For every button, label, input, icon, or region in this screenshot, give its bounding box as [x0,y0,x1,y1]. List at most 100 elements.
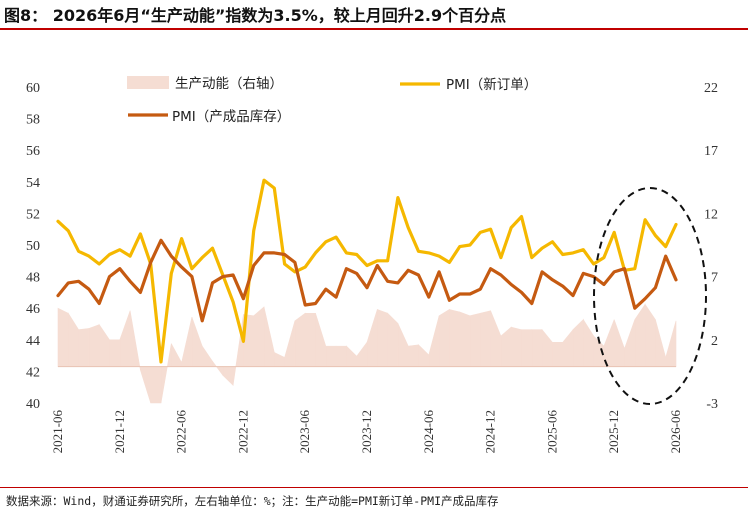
area-segment [335,345,347,367]
area-segment [140,366,151,404]
area-segment [397,323,409,367]
area-segment [129,310,141,371]
x-tick-label: 2021-12 [112,410,127,453]
area-segment [624,319,636,367]
area-segment [253,306,265,367]
production-momentum-area-layer [57,303,677,404]
right-tick-label: 17 [704,144,718,159]
right-tick-label: 2 [711,334,718,349]
area-segment [665,320,677,367]
area-segment [387,312,399,367]
right-axis-ticks: -3 2 7 12 17 22 [704,81,718,412]
area-segment [57,307,69,367]
area-segment [222,366,234,387]
left-tick-label: 46 [26,302,40,317]
area-segment [304,312,316,367]
left-tick-label: 58 [26,113,40,128]
x-tick-label: 2023-06 [297,410,312,454]
x-tick-label: 2025-12 [606,410,621,453]
legend: 生产动能（右轴） PMI（新订单） PMI（产成品库存） [127,76,537,125]
area-segment [531,329,543,367]
area-segment [376,309,388,367]
left-tick-label: 42 [26,365,40,380]
left-tick-label: 40 [26,397,40,412]
x-tick-label: 2022-06 [174,410,189,454]
right-tick-label: 7 [711,271,718,286]
area-segment [346,345,358,367]
left-tick-label: 56 [26,144,40,159]
source-note: 数据来源：Wind，财通证券研究所，左右轴单位：%；注：生产动能=PMI新订单-… [6,494,499,508]
legend-inventory-label: PMI（产成品库存） [172,109,290,125]
area-segment [418,344,430,367]
left-tick-label: 54 [26,176,40,191]
area-segment [634,303,646,367]
area-segment [449,309,461,367]
area-segment [469,312,481,367]
highlight-ellipse [593,187,707,405]
area-segment [644,303,656,367]
area-segment [428,315,440,367]
area-segment [191,316,203,367]
page-title: 图8： 2026年6月“生产动能”指数为3.5%，较上月回升2.9个百分点 [4,6,507,25]
pmi-lines-layer [56,178,678,364]
area-segment [541,328,553,367]
right-tick-label: -3 [706,397,718,412]
area-segment [201,345,213,367]
right-tick-label: 22 [704,81,718,96]
area-segment [366,309,378,367]
area-segment [655,319,667,367]
area-segment [521,329,533,367]
right-tick-label: 12 [704,207,718,222]
area-segment [562,328,574,367]
area-segment [356,341,368,367]
area-segment [613,319,625,367]
area-segment [490,310,502,367]
area-segment [171,343,182,367]
left-tick-label: 44 [26,334,40,349]
x-tick-label: 2024-06 [421,410,436,454]
pmi-inventory-line [56,238,678,323]
pmi-new-orders-line [56,178,678,364]
area-segment [407,344,419,367]
area-segment [78,328,90,367]
footer-rule [0,487,748,488]
left-tick-label: 52 [26,207,40,222]
area-segment [98,323,110,367]
x-tick-label: 2021-06 [50,410,65,454]
area-segment [315,313,327,367]
legend-area-label: 生产动能（右轴） [175,76,283,92]
area-segment [500,326,512,367]
x-axis-ticks: 2021-06 2021-12 2022-06 2022-12 2023-06 2023-… [50,410,683,454]
area-segment [181,316,193,367]
x-tick-label: 2025-06 [544,410,559,454]
area-segment [510,326,522,367]
chart: 40 42 44 46 48 50 52 54 56 58 60 -3 2 7 12 17 22 2021-0… [26,76,718,454]
area-segment [150,366,162,404]
area-segment [552,342,564,367]
area-segment [294,312,306,367]
area-segment [88,324,100,367]
left-tick-label: 48 [26,271,40,286]
legend-area-swatch [127,76,169,89]
title-rule [0,28,748,30]
area-segment [459,311,471,367]
area-segment [109,339,121,367]
x-tick-label: 2023-12 [359,410,374,453]
x-tick-label: 2022-12 [235,410,250,453]
legend-new-orders-label: PMI（新订单） [446,77,537,93]
area-segment [479,310,491,367]
area-segment [263,306,275,367]
x-tick-label: 2026-06 [668,410,683,454]
area-segment [325,345,337,367]
left-tick-label: 60 [26,81,40,96]
x-tick-label: 2024-12 [483,410,498,453]
area-segment [582,318,594,367]
left-axis-ticks: 40 42 44 46 48 50 52 54 56 58 60 [26,81,40,412]
left-tick-label: 50 [26,239,40,254]
area-segment [273,351,285,367]
area-segment [68,312,79,367]
area-segment [284,320,296,367]
area-segment [212,360,224,377]
area-segment [119,310,131,367]
area-segment [572,318,584,367]
